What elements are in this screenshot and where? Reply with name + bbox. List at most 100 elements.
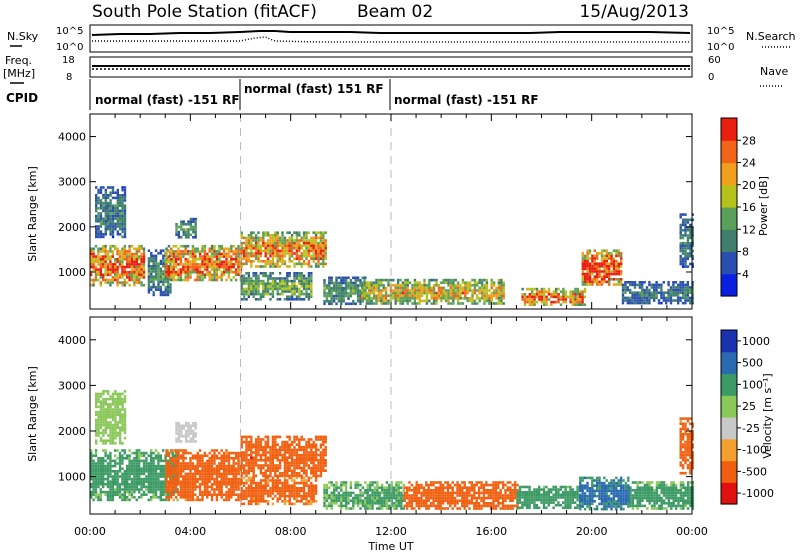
scatter-cell	[629, 291, 632, 294]
scatter-cell	[298, 257, 301, 260]
scatter-cell	[116, 462, 119, 465]
scatter-cell	[102, 255, 105, 258]
scatter-cell	[230, 496, 233, 499]
scatter-cell	[633, 301, 637, 305]
scatter-cell	[452, 302, 455, 305]
scatter-cell	[162, 262, 165, 265]
scatter-cell	[167, 268, 171, 271]
scatter-cell	[300, 244, 303, 247]
scatter-cell	[174, 475, 178, 478]
scatter-cell	[653, 296, 656, 300]
scatter-cell	[259, 295, 263, 298]
scatter-cell	[404, 284, 407, 287]
scatter-cell	[322, 239, 325, 242]
scatter-cell	[174, 454, 177, 457]
scatter-cell	[97, 235, 100, 239]
scatter-cell	[218, 255, 221, 258]
scatter-cell	[250, 262, 253, 266]
scatter-cell	[290, 298, 294, 301]
scatter-cell	[497, 278, 501, 282]
scatter-cell	[242, 249, 246, 253]
scatter-cell	[114, 196, 117, 200]
scatter-cell	[123, 496, 126, 499]
scatter-cell	[121, 222, 124, 226]
scatter-cell	[300, 459, 303, 462]
scatter-cell	[227, 493, 231, 496]
scatter-cell	[314, 257, 318, 260]
scatter-cell	[288, 265, 291, 268]
scatter-cell	[121, 442, 124, 445]
scatter-cell	[119, 199, 122, 202]
scatter-cell	[102, 207, 105, 210]
scatter-cell	[111, 434, 115, 437]
scatter-cell	[252, 466, 255, 470]
scatter-cell	[218, 464, 221, 468]
scatter-cell	[147, 291, 151, 294]
scatter-cell	[130, 273, 134, 277]
scatter-cell	[119, 408, 122, 411]
scatter-cell	[150, 475, 153, 478]
scatter-cell	[266, 481, 270, 485]
scatter-cell	[187, 427, 190, 430]
scatter-cell	[620, 280, 623, 284]
scatter-cell	[128, 459, 131, 463]
scatter-cell	[645, 299, 649, 302]
scatter-cell	[471, 291, 474, 295]
scatter-cell	[180, 429, 183, 433]
scatter-cell	[340, 294, 343, 298]
scatter-cell	[264, 282, 267, 285]
scatter-cell	[118, 488, 122, 491]
scatter-cell	[114, 209, 117, 213]
scatter-cell	[109, 485, 112, 489]
scatter-cell	[99, 400, 103, 403]
scatter-cell	[206, 255, 209, 258]
scatter-cell	[159, 270, 163, 273]
scatter-cell	[213, 480, 216, 483]
scatter-cell	[689, 299, 692, 302]
scatter-cell	[196, 257, 199, 261]
scatter-cell	[271, 446, 275, 449]
scatter-cell	[104, 191, 107, 194]
scatter-cell	[356, 276, 360, 280]
scatter-cell	[254, 494, 258, 498]
scatter-cell	[102, 477, 105, 481]
scatter-cell	[380, 297, 383, 300]
scatter-cell	[452, 291, 455, 295]
scatter-cell	[227, 459, 231, 463]
scatter-cell	[264, 244, 267, 247]
scatter-cell	[689, 262, 692, 266]
scatter-cell	[631, 299, 634, 302]
scatter-cell	[203, 477, 207, 481]
scatter-cell	[305, 262, 308, 266]
scatter-cell	[247, 464, 251, 467]
scatter-cell	[174, 257, 178, 261]
scatter-cell	[404, 297, 407, 300]
scatter-cell	[245, 282, 248, 285]
scatter-cell	[283, 456, 287, 459]
scatter-cell	[138, 276, 141, 279]
scatter-cell	[175, 429, 178, 433]
scatter-cell	[603, 254, 606, 258]
scatter-cell	[411, 294, 414, 297]
scatter-cell	[192, 228, 195, 231]
scatter-cell	[608, 254, 611, 258]
scatter-cell	[290, 472, 294, 475]
scatter-cell	[444, 281, 448, 284]
scatter-cell	[302, 260, 306, 263]
scatter-cell	[135, 281, 138, 284]
scatter-cell	[372, 294, 376, 297]
scatter-cell	[123, 278, 126, 282]
scatter-cell	[340, 276, 343, 280]
scatter-cell	[686, 221, 690, 224]
scatter-cell	[102, 405, 105, 409]
scatter-cell	[283, 282, 287, 285]
scatter-cell	[169, 462, 172, 465]
scatter-cell	[189, 432, 193, 435]
scatter-cell	[189, 268, 192, 271]
scatter-cell	[114, 454, 117, 457]
scatter-cell	[157, 265, 160, 268]
scatter-cell	[396, 284, 400, 287]
scatter-cell	[135, 483, 138, 486]
scatter-cell	[170, 483, 173, 486]
scatter-cell	[99, 395, 103, 398]
